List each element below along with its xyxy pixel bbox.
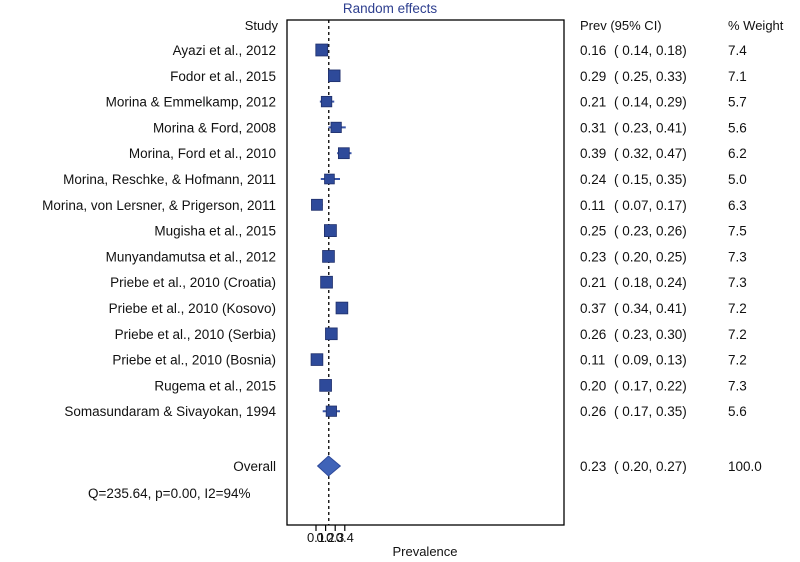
x-tick-label: 0.4 — [336, 530, 354, 545]
study-weight: 7.1 — [728, 69, 747, 84]
study-name: Priebe et al., 2010 (Bosnia) — [112, 353, 276, 368]
study-prev: 0.21 — [580, 275, 606, 290]
study-weight: 5.6 — [728, 120, 747, 135]
study-prev: 0.24 — [580, 172, 607, 187]
study-ci: ( 0.23, 0.30) — [614, 327, 687, 342]
point-estimate — [320, 275, 333, 289]
study-prev: 0.39 — [580, 146, 606, 161]
study-ci: ( 0.15, 0.35) — [614, 172, 687, 187]
study-ci: ( 0.20, 0.25) — [614, 249, 687, 264]
study-prev: 0.25 — [580, 224, 606, 239]
study-ci: ( 0.14, 0.18) — [614, 43, 687, 58]
point-estimate — [337, 147, 350, 160]
study-name: Morina, Reschke, & Hofmann, 2011 — [63, 172, 276, 187]
point-estimate — [328, 69, 341, 83]
overall-ci: ( 0.20, 0.27) — [614, 459, 687, 474]
overall-diamond — [316, 455, 342, 477]
study-prev: 0.31 — [580, 120, 606, 135]
study-ci: ( 0.25, 0.33) — [614, 69, 687, 84]
prev-ci-header: Prev (95% CI) — [580, 18, 662, 33]
study-ci: ( 0.18, 0.24) — [614, 275, 687, 290]
x-tick-label: 0.1 — [307, 530, 325, 545]
study-ci: ( 0.32, 0.47) — [614, 146, 687, 161]
study-name: Morina & Ford, 2008 — [153, 120, 276, 135]
study-name: Mugisha et al., 2015 — [154, 224, 276, 239]
overall-label: Overall — [233, 459, 276, 474]
study-weight: 5.0 — [728, 172, 747, 187]
study-ci: ( 0.07, 0.17) — [614, 198, 687, 213]
study-weight: 6.3 — [728, 198, 747, 213]
overall-weight: 100.0 — [728, 459, 762, 474]
study-rows: Ayazi et al., 2012 0.16 ( 0.14, 0.18) 7.4 Fo… — [42, 43, 747, 419]
point-estimate — [320, 95, 333, 108]
overall-prev: 0.23 — [580, 459, 606, 474]
study-weight: 7.5 — [728, 224, 747, 239]
study-ci: ( 0.14, 0.29) — [614, 95, 687, 110]
point-estimate — [315, 43, 329, 57]
study-prev: 0.16 — [580, 43, 606, 58]
study-weight: 7.2 — [728, 353, 747, 368]
study-name: Somasundaram & Sivayokan, 1994 — [64, 404, 276, 419]
study-weight: 7.2 — [728, 327, 747, 342]
study-name: Priebe et al., 2010 (Kosovo) — [109, 301, 276, 316]
study-ci: ( 0.34, 0.41) — [614, 301, 687, 316]
study-ci: ( 0.23, 0.41) — [614, 120, 687, 135]
study-name: Fodor et al., 2015 — [170, 69, 276, 84]
point-estimate — [319, 379, 332, 392]
study-weight: 6.2 — [728, 146, 747, 161]
study-name: Priebe et al., 2010 (Croatia) — [110, 275, 276, 290]
study-name: Munyandamutsa et al., 2012 — [106, 249, 276, 264]
study-name: Priebe et al., 2010 (Serbia) — [115, 327, 276, 342]
point-estimate — [335, 301, 349, 315]
study-name: Morina, von Lersner, & Prigerson, 2011 — [42, 198, 276, 213]
study-prev: 0.26 — [580, 404, 606, 419]
study-ci: ( 0.17, 0.35) — [614, 404, 687, 419]
study-name: Morina & Emmelkamp, 2012 — [106, 95, 276, 110]
point-estimate — [322, 250, 335, 263]
point-estimate — [324, 173, 335, 185]
study-ci: ( 0.09, 0.13) — [614, 353, 687, 368]
x-tick-label: 0.3 — [326, 530, 344, 545]
point-estimate — [323, 224, 337, 238]
point-estimate — [310, 353, 324, 366]
x-axis-ticks: 0.10.20.30.4 — [307, 525, 354, 545]
plot-marks — [310, 20, 352, 525]
study-weight: 7.4 — [728, 43, 747, 58]
chart-title: Random effects — [343, 1, 438, 16]
study-header: Study — [245, 18, 279, 33]
point-estimate — [330, 121, 342, 133]
study-weight: 5.6 — [728, 404, 747, 419]
x-tick-label: 0.2 — [317, 530, 335, 545]
point-estimate — [325, 327, 338, 341]
study-weight: 7.2 — [728, 301, 747, 316]
study-weight: 7.3 — [728, 275, 747, 290]
plot-frame — [286, 19, 565, 526]
study-ci: ( 0.17, 0.22) — [614, 378, 687, 393]
study-weight: 7.3 — [728, 249, 747, 264]
study-prev: 0.11 — [580, 353, 605, 368]
x-axis-label: Prevalence — [392, 544, 457, 559]
study-prev: 0.29 — [580, 69, 606, 84]
weight-header: % Weight — [728, 18, 784, 33]
study-name: Morina, Ford et al., 2010 — [129, 146, 276, 161]
study-weight: 7.3 — [728, 378, 747, 393]
study-name: Ayazi et al., 2012 — [173, 43, 276, 58]
study-prev: 0.26 — [580, 327, 606, 342]
point-estimate — [325, 405, 337, 417]
study-prev: 0.20 — [580, 378, 606, 393]
study-weight: 5.7 — [728, 95, 747, 110]
point-estimate — [311, 198, 323, 211]
study-prev: 0.11 — [580, 198, 605, 213]
heterogeneity-stats: Q=235.64, p=0.00, I2=94% — [88, 486, 251, 501]
study-ci: ( 0.23, 0.26) — [614, 224, 687, 239]
study-prev: 0.23 — [580, 249, 606, 264]
study-prev: 0.21 — [580, 95, 606, 110]
study-prev: 0.37 — [580, 301, 606, 316]
study-name: Rugema et al., 2015 — [154, 378, 276, 393]
